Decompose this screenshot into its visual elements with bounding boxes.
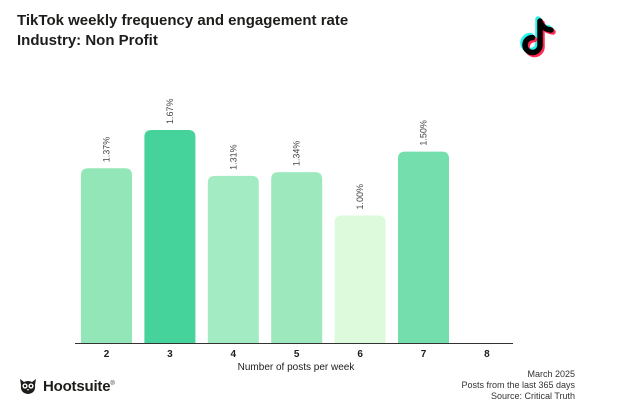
hootsuite-brand: Hootsuite® — [18, 376, 115, 396]
x-tick-7: 7 — [421, 349, 427, 360]
value-label-4: 1.31% — [228, 144, 238, 170]
bar-2 — [81, 168, 132, 343]
footnotes: March 2025 Posts from the last 365 days … — [461, 369, 575, 402]
bars-group — [81, 130, 449, 343]
value-label-6: 1.00% — [355, 184, 365, 210]
x-tick-6: 6 — [357, 349, 363, 360]
x-tick-3: 3 — [167, 349, 173, 360]
bar-6 — [334, 215, 386, 343]
brand-name: Hootsuite® — [43, 377, 115, 395]
footnote-source: Source: Critical Truth — [490, 391, 575, 401]
x-tick-4: 4 — [231, 349, 237, 360]
footnote-period: Posts from the last 365 days — [461, 380, 575, 390]
value-labels-group: 1.37% 1.67% 1.31% 1.34% 1.00% 1.50% — [102, 98, 429, 209]
bar-5 — [271, 172, 323, 343]
x-tick-5: 5 — [294, 349, 300, 360]
x-tick-labels-group: 2 3 4 5 6 7 8 — [104, 349, 490, 360]
tiktok-logo-icon — [520, 16, 556, 58]
value-label-3: 1.67% — [165, 98, 175, 124]
value-label-2: 1.37% — [102, 137, 112, 163]
x-tick-2: 2 — [104, 349, 110, 360]
hootsuite-owl-icon — [20, 379, 36, 394]
value-label-5: 1.34% — [292, 141, 302, 167]
x-tick-8: 8 — [484, 349, 490, 360]
x-axis-label: Number of posts per week — [238, 362, 356, 373]
chart-subtitle: Industry: Non Profit — [17, 32, 158, 49]
value-label-7: 1.50% — [419, 120, 429, 146]
chart-title: TikTok weekly frequency and engagement r… — [17, 12, 349, 29]
bar-7 — [398, 151, 449, 343]
footnote-date: March 2025 — [527, 369, 575, 379]
bar-3 — [144, 130, 196, 343]
bar-4 — [207, 175, 259, 343]
